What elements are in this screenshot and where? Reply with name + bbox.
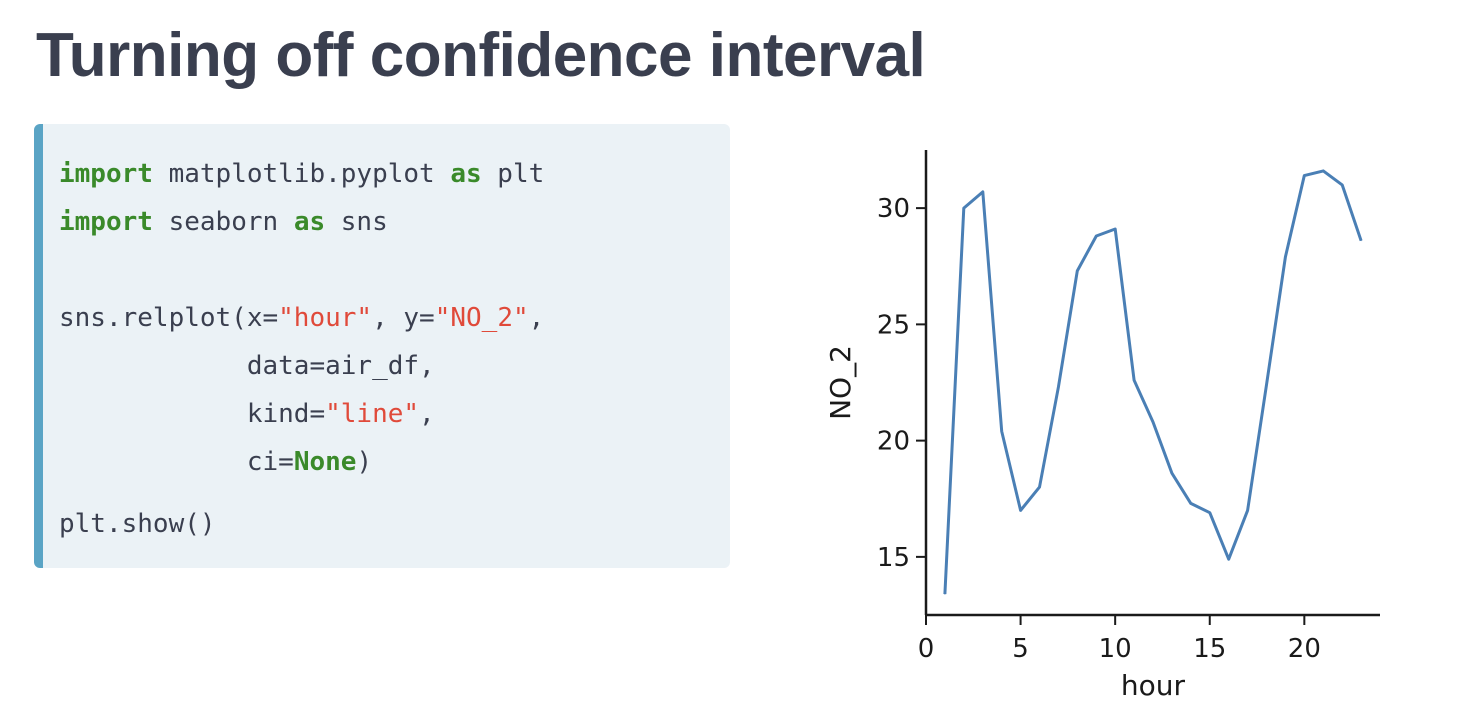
data-point	[982, 191, 984, 193]
y-axis-label: NO_2	[824, 345, 857, 420]
code-line: import seaborn as sns	[59, 198, 730, 246]
y-tick-label: 30	[877, 194, 910, 224]
data-point	[1303, 175, 1305, 177]
data-point	[1360, 240, 1362, 242]
data-point	[1095, 235, 1097, 237]
code-text: kind=	[59, 399, 326, 429]
code-keyword: import	[59, 159, 153, 189]
data-point	[1190, 502, 1192, 504]
data-point	[1171, 472, 1173, 474]
x-tick-label: 15	[1193, 634, 1226, 664]
code-text: sns	[325, 207, 388, 237]
code-line: sns.relplot(x="hour", y="NO_2",	[59, 294, 730, 342]
code-text: sns.relplot(x=	[59, 303, 279, 333]
y-ticks: 15 20 25 30	[877, 194, 926, 573]
x-tick-label: 5	[1012, 634, 1029, 664]
code-text: ,	[528, 303, 545, 333]
data-point	[1284, 256, 1286, 258]
code-text: data=air_df,	[59, 351, 435, 381]
code-keyword: as	[293, 207, 326, 237]
x-axis-label: hour	[1121, 669, 1186, 702]
data-point	[1076, 270, 1078, 272]
code-string: "hour"	[278, 303, 373, 333]
y-tick-label: 25	[877, 310, 910, 340]
y-tick-label: 15	[877, 543, 910, 573]
data-point	[963, 207, 965, 209]
line-chart: 0 5 10 15 20 15 20 25 30 hour NO_2	[824, 150, 1380, 702]
code-line: ci=None)	[59, 438, 730, 486]
code-keyword: None	[293, 447, 357, 477]
code-keyword: import	[59, 207, 153, 237]
code-line: plt.show()	[59, 500, 730, 548]
code-text: seaborn	[152, 207, 294, 237]
code-text: plt	[481, 159, 545, 189]
code-text: , y=	[372, 303, 435, 333]
x-tick-label: 0	[918, 634, 935, 664]
slide-title: Turning off confidence interval	[36, 21, 926, 90]
code-string: "line"	[325, 399, 420, 429]
axes	[924, 150, 1380, 617]
data-point	[1209, 512, 1211, 514]
code-block: import matplotlib.pyplot as plt import s…	[34, 124, 730, 568]
code-text: ci=	[59, 447, 294, 477]
x-tick-label: 20	[1288, 634, 1321, 664]
x-ticks: 0 5 10 15 20	[918, 615, 1321, 664]
data-point	[1039, 486, 1040, 488]
code-line: kind="line",	[59, 390, 730, 438]
code-text: )	[356, 447, 373, 477]
data-point	[1001, 430, 1003, 432]
data-point	[1057, 386, 1059, 388]
data-point	[1228, 558, 1230, 560]
code-text: plt.show()	[59, 509, 216, 539]
data-point	[944, 593, 946, 595]
data-point	[1020, 509, 1022, 511]
data-point	[1322, 170, 1324, 172]
data-point	[1152, 421, 1154, 423]
x-tick-label: 10	[1099, 634, 1132, 664]
code-text: matplotlib.pyplot	[152, 159, 451, 189]
data-point	[1247, 509, 1249, 511]
code-string: "NO_2"	[434, 303, 529, 333]
code-line: data=air_df,	[59, 342, 730, 390]
code-text: ,	[419, 399, 435, 429]
data-points	[944, 170, 1362, 595]
series-line	[943, 169, 1363, 595]
data-point	[1114, 228, 1116, 230]
code-line: import matplotlib.pyplot as plt	[59, 150, 730, 198]
data-point	[1266, 384, 1267, 386]
data-point	[1341, 184, 1343, 186]
code-blank-line	[59, 246, 730, 294]
code-keyword: as	[450, 159, 482, 189]
y-tick-label: 20	[877, 427, 910, 457]
data-point	[1133, 379, 1135, 381]
